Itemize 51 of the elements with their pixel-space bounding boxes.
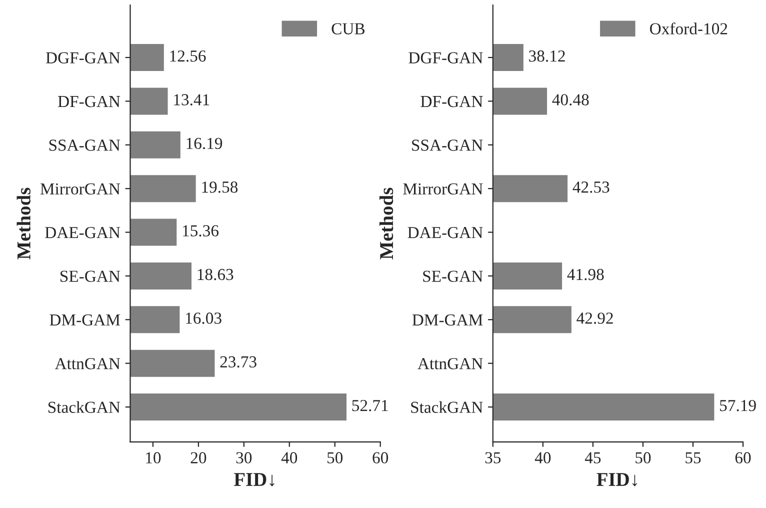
y-tick-label: DF-GAN: [420, 96, 483, 108]
legend-label: Oxford-102: [650, 22, 728, 34]
legend-label: CUB: [332, 23, 365, 34]
data-label: 57.19: [720, 400, 756, 412]
data-label: 41.98: [567, 268, 604, 280]
data-label: 42.53: [572, 182, 610, 193]
y-tick-label: SE-GAN: [423, 270, 483, 282]
y-tick-label: DGF-GAN: [46, 52, 120, 64]
x-tick-label: 30: [236, 452, 252, 464]
data-label: 42.92: [576, 312, 613, 324]
data-label: 16.03: [186, 312, 222, 324]
y-tick-label: SSA-GAN: [49, 140, 120, 151]
x-tick-label: 60: [735, 452, 751, 464]
data-label: 38.12: [529, 50, 565, 62]
data-label: 12.56: [170, 50, 206, 62]
y-tick-label: AttnGAN: [418, 358, 483, 370]
y-tick-label: SSA-GAN: [412, 140, 483, 151]
x-tick-label: 60: [372, 452, 388, 464]
y-axis-title: Methods: [16, 188, 30, 260]
data-label: 15.36: [182, 225, 219, 236]
y-tick-label: AttnGAN: [54, 358, 120, 370]
x-tick-label: 40: [281, 452, 298, 464]
data-label: 52.71: [352, 400, 388, 412]
x-tick-label: 55: [686, 452, 701, 464]
y-tick-label: StackGAN: [411, 401, 483, 413]
x-axis-title: FID↓: [596, 473, 637, 486]
y-tick-label: StackGAN: [48, 401, 120, 413]
x-axis-title: FID↓: [234, 473, 274, 486]
y-tick-label: DF-GAN: [58, 96, 120, 108]
data-label: 40.48: [552, 94, 589, 106]
y-tick-label: MirrorGAN: [40, 183, 120, 195]
y-tick-label: SE-GAN: [60, 270, 120, 282]
y-axis-title: Methods: [379, 188, 394, 260]
x-tick-label: 20: [190, 452, 206, 464]
data-label: 23.73: [220, 356, 256, 368]
y-tick-label: DAE-GAN: [408, 227, 483, 238]
y-tick-label: MirrorGAN: [403, 183, 483, 195]
data-label: 19.58: [202, 181, 238, 193]
y-tick-label: DAE-GAN: [45, 227, 120, 238]
data-label: 13.41: [174, 94, 210, 106]
x-tick-label: 50: [636, 452, 651, 464]
x-tick-label: 35: [485, 452, 501, 464]
x-tick-label: 50: [328, 452, 343, 464]
y-tick-label: DGF-GAN: [408, 52, 483, 64]
x-tick-label: 45: [584, 452, 601, 464]
x-tick-label: 40: [534, 452, 551, 464]
x-tick-label: 10: [146, 452, 161, 464]
y-tick-label: DM-GAM: [412, 314, 483, 326]
y-tick-label: DM-GAM: [50, 314, 120, 326]
data-label: 18.63: [198, 268, 234, 280]
data-label: 16.19: [186, 138, 222, 150]
